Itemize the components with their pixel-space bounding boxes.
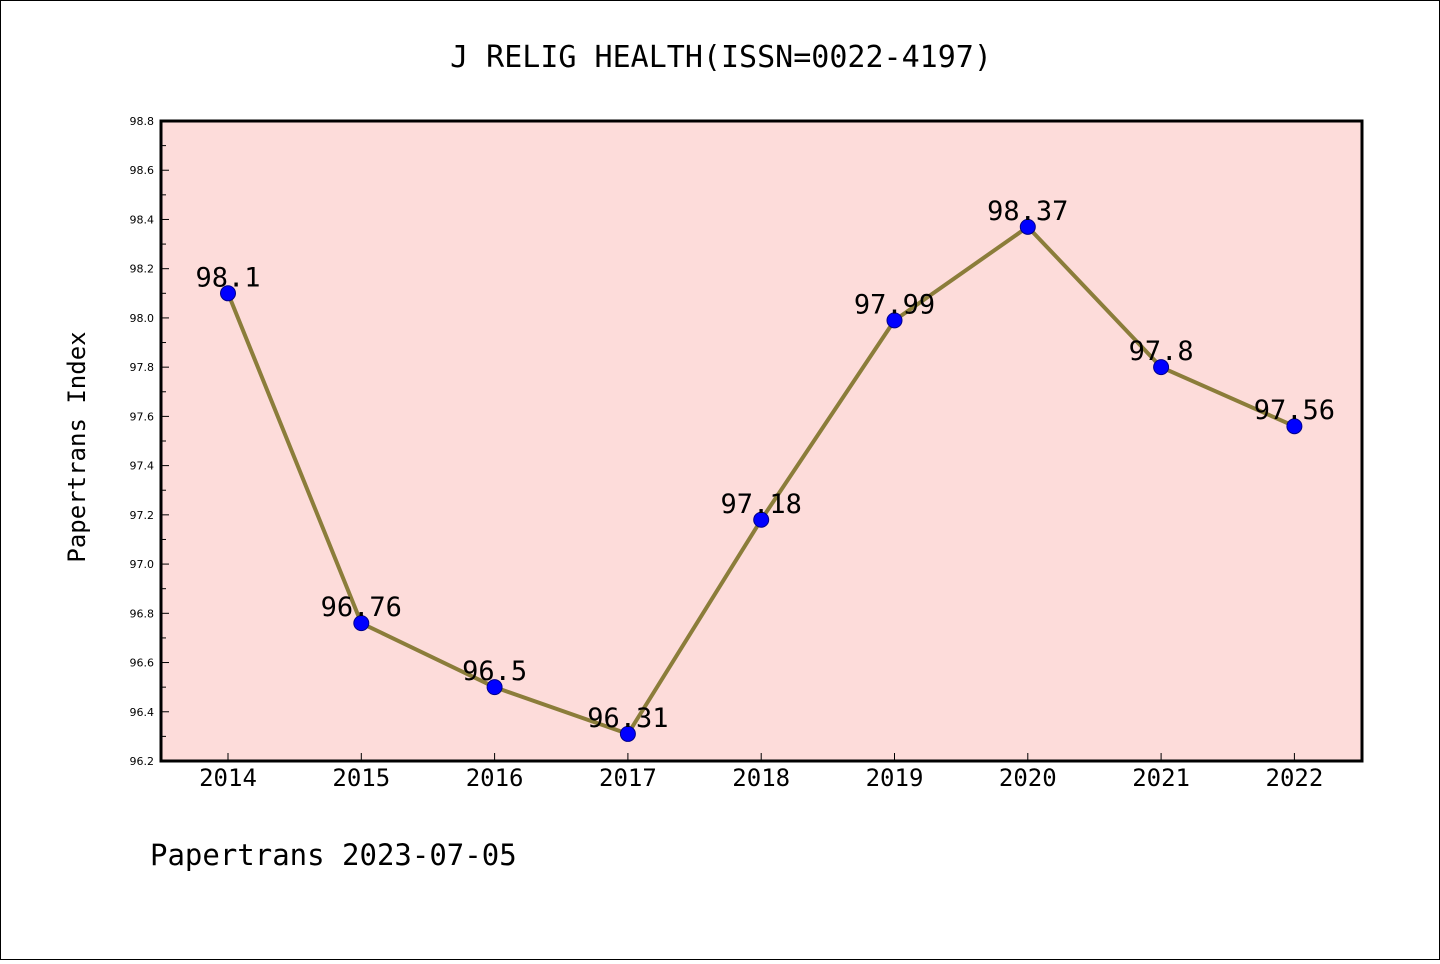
y-tick-label: 97.4: [130, 460, 155, 473]
data-point: [220, 285, 236, 302]
x-tick-label: 2016: [466, 764, 524, 792]
y-tick-label: 98.8: [130, 115, 155, 128]
y-axis-label: Papertrans Index: [63, 331, 91, 562]
data-point: [353, 615, 370, 632]
y-tick-label: 98.4: [130, 213, 155, 226]
data-label: 97.99: [854, 289, 935, 320]
x-tick-label: 2020: [999, 764, 1057, 792]
y-tick-label: 96.6: [130, 657, 155, 670]
data-point: [486, 679, 503, 696]
data-label: 97.56: [1254, 395, 1335, 426]
data-point: [1286, 418, 1303, 435]
data-point: [886, 312, 903, 329]
data-label: 98.37: [987, 196, 1068, 227]
x-tick-label: 2021: [1132, 764, 1190, 792]
chart-title: J RELIG HEALTH(ISSN=0022-4197): [450, 40, 992, 75]
y-tick-label: 97.8: [130, 361, 155, 374]
data-label: 96.76: [321, 592, 402, 623]
y-tick-label: 98.0: [130, 312, 155, 325]
series-group: 98.1 96.76 96.5 96.31 97.18 97.99 98.37 97.8 97.…: [195, 196, 1335, 742]
data-label: 98.1: [195, 262, 260, 293]
x-axis: 2014 2015 2016 2017 2018 2019 2020 2021 2022: [199, 753, 1323, 792]
y-tick-label: 97.0: [130, 558, 155, 571]
x-tick-label: 2015: [332, 764, 390, 792]
y-tick-label: 97.2: [130, 509, 155, 522]
y-axis: 96.2 96.4 96.6 96.8 97.0 97.2 97.4 97.6 97.8 98.0…: [130, 115, 169, 768]
data-point: [753, 511, 770, 528]
data-label: 97.18: [721, 489, 802, 520]
y-tick-label: 96.4: [130, 706, 155, 719]
y-tick-label: 98.2: [130, 263, 155, 276]
y-tick-label: 96.2: [130, 755, 155, 768]
x-tick-label: 2022: [1266, 764, 1324, 792]
footer-text: Papertrans 2023-07-05: [150, 838, 517, 872]
x-tick-label: 2019: [866, 764, 924, 792]
x-tick-label: 2018: [732, 764, 790, 792]
y-tick-label: 98.6: [130, 164, 155, 177]
data-label: 96.31: [587, 703, 668, 734]
data-label: 96.5: [462, 656, 527, 687]
data-point: [1153, 359, 1170, 376]
x-tick-label: 2017: [599, 764, 657, 792]
data-point: [619, 725, 636, 742]
plot-area: [159, 119, 1364, 763]
x-tick-label: 2014: [199, 764, 257, 792]
data-point: [1019, 218, 1036, 235]
y-tick-label: 96.8: [130, 607, 155, 620]
data-label: 97.8: [1129, 336, 1194, 367]
y-tick-label: 97.6: [130, 410, 155, 423]
